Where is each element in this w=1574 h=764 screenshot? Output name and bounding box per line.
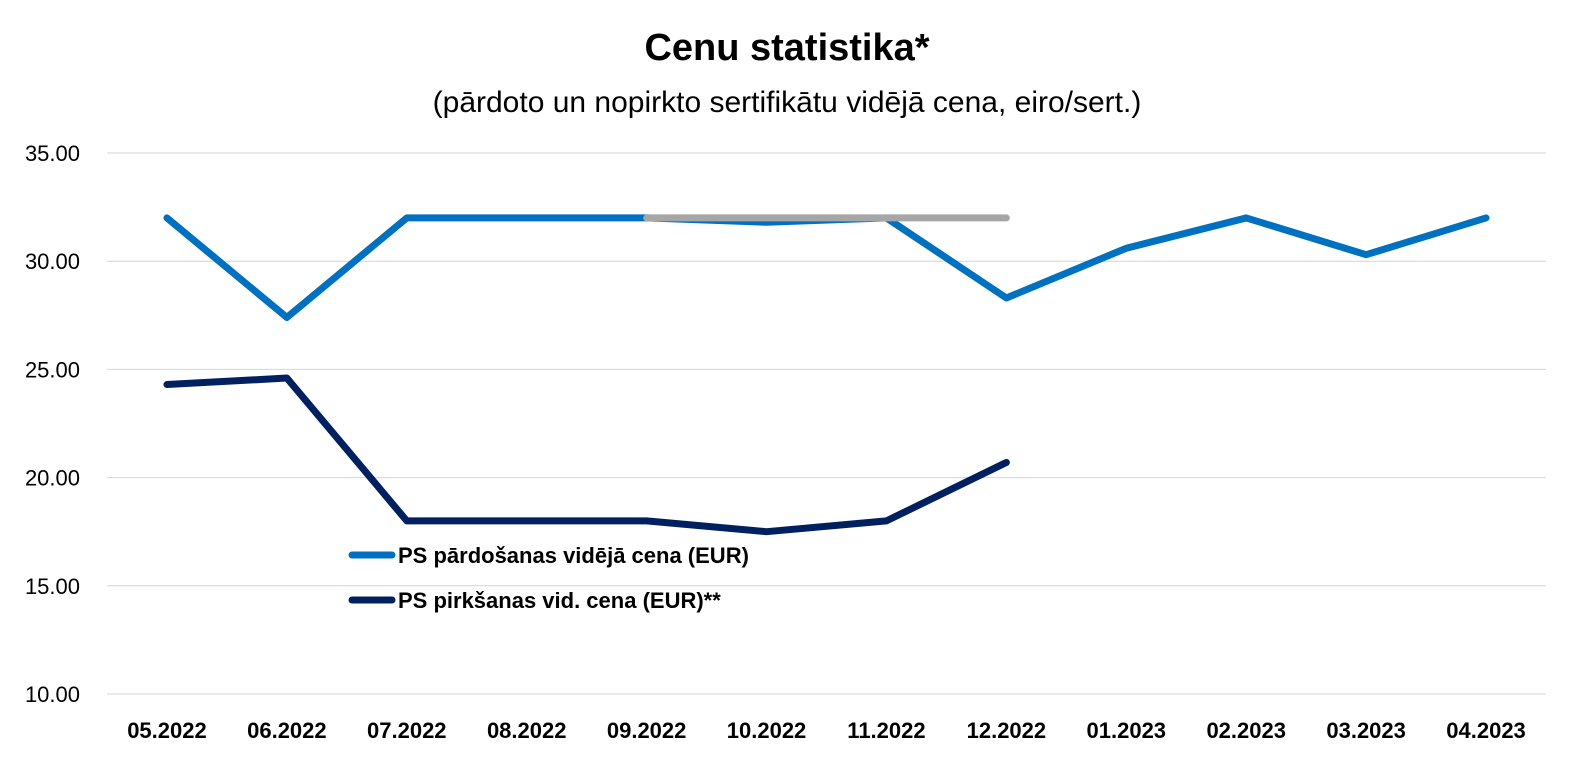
chart-subtitle: (pārdoto un nopirkto sertifikātu vidējā … xyxy=(433,86,1142,119)
series-line-1 xyxy=(163,374,1010,536)
x-tick-label: 01.2023 xyxy=(1087,718,1167,743)
y-tick-label: 25.00 xyxy=(25,357,80,382)
legend-label: PS pārdošanas vidējā cena (EUR) xyxy=(398,543,749,568)
legend: PS pārdošanas vidējā cena (EUR) PS pirkša… xyxy=(348,543,749,613)
x-tick-label: 07.2022 xyxy=(367,718,447,743)
x-tick-label: 09.2022 xyxy=(607,718,687,743)
series-line-0 xyxy=(163,214,1490,321)
y-tick-label: 30.00 xyxy=(25,249,80,274)
y-tick-label: 10.00 xyxy=(25,682,80,707)
chart-title: Cenu statistika* xyxy=(644,27,929,69)
x-tick-label: 05.2022 xyxy=(127,718,207,743)
x-tick-label: 04.2023 xyxy=(1446,718,1526,743)
y-tick-label: 20.00 xyxy=(25,466,80,491)
legend-label: PS pirkšanas vid. cena (EUR)** xyxy=(398,588,721,613)
x-tick-label: 03.2023 xyxy=(1326,718,1406,743)
y-tick-label: 35.00 xyxy=(25,141,80,166)
x-tick-label: 08.2022 xyxy=(487,718,567,743)
x-tick-label: 06.2022 xyxy=(247,718,327,743)
series-lines xyxy=(163,214,1490,536)
x-axis-ticks: 05.2022 06.2022 07.2022 08.2022 09.2022 10.20… xyxy=(127,718,1526,743)
y-axis-ticks: 10.00 15.00 20.00 25.00 30.00 35.00 xyxy=(25,141,80,707)
x-tick-label: 02.2023 xyxy=(1206,718,1286,743)
gridlines xyxy=(107,152,1546,695)
y-tick-label: 15.00 xyxy=(25,574,80,599)
x-tick-label: 11.2022 xyxy=(847,718,925,743)
x-tick-label: 12.2022 xyxy=(967,718,1047,743)
x-tick-label: 10.2022 xyxy=(727,718,807,743)
